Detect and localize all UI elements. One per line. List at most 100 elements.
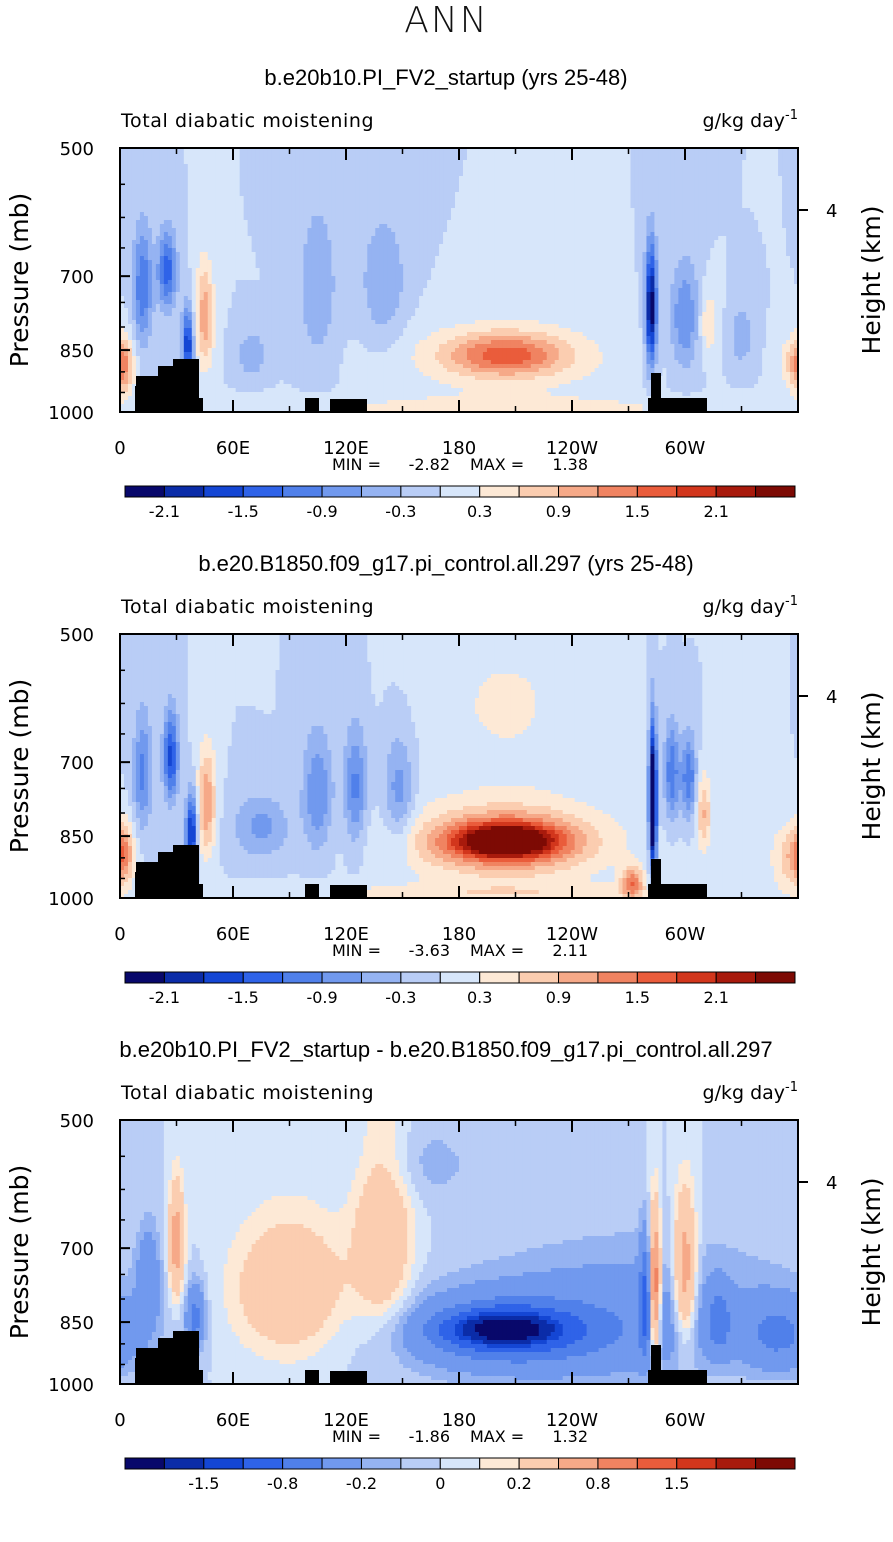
heatmap-cell	[762, 200, 767, 205]
heatmap-cell	[734, 156, 739, 161]
heatmap-cell	[419, 256, 424, 261]
heatmap-cell	[766, 244, 771, 249]
heatmap-cell	[427, 224, 432, 229]
heatmap-cell	[734, 212, 739, 217]
heatmap-cell	[179, 212, 185, 217]
heatmap-cell	[411, 168, 416, 173]
heatmap-cell	[207, 224, 213, 229]
heatmap-cell	[231, 200, 237, 205]
heatmap-cell	[343, 164, 348, 169]
heatmap-cell	[315, 220, 321, 225]
heatmap-cell	[167, 228, 173, 233]
heatmap-cell	[275, 256, 281, 261]
heatmap-cell	[147, 252, 153, 257]
heatmap-cell	[774, 240, 779, 245]
heatmap-cell	[678, 248, 683, 253]
heatmap-cell	[686, 248, 691, 253]
heatmap-cell	[375, 216, 380, 221]
heatmap-cell	[734, 168, 739, 173]
heatmap-cell	[255, 216, 261, 221]
heatmap-cell	[291, 176, 297, 181]
heatmap-cell	[399, 236, 404, 241]
heatmap-cell	[259, 188, 265, 193]
heatmap-cell	[574, 196, 580, 201]
heatmap-cell	[323, 184, 328, 189]
heatmap-cell	[690, 164, 695, 169]
heatmap-cell	[247, 264, 253, 269]
heatmap-cell	[646, 172, 652, 177]
heatmap-cell	[554, 260, 560, 265]
heatmap-cell	[175, 208, 181, 213]
heatmap-cell	[494, 248, 500, 253]
heatmap-cell	[263, 148, 269, 153]
heatmap-cell	[123, 152, 129, 157]
heatmap-cell	[770, 184, 775, 189]
heatmap-cell	[474, 248, 480, 253]
heatmap-cell	[762, 212, 767, 217]
heatmap-cell	[694, 256, 699, 261]
heatmap-cell	[758, 164, 763, 169]
heatmap-cell	[614, 208, 620, 213]
heatmap-cell	[215, 152, 221, 157]
heatmap-cell	[155, 188, 161, 193]
heatmap-cell	[734, 244, 739, 249]
heatmap-cell	[562, 192, 568, 197]
heatmap-cell	[774, 256, 779, 261]
heatmap-cell	[295, 156, 301, 161]
heatmap-cell	[459, 216, 464, 221]
heatmap-cell	[435, 200, 440, 205]
heatmap-cell	[355, 224, 360, 229]
heatmap-cell	[530, 164, 536, 169]
heatmap-cell	[602, 164, 608, 169]
heatmap-cell	[407, 236, 412, 241]
heatmap-cell	[666, 176, 671, 181]
heatmap-cell	[411, 188, 416, 193]
heatmap-cell	[259, 184, 265, 189]
heatmap-cell	[303, 256, 309, 261]
heatmap-cell	[167, 172, 173, 177]
heatmap-cell	[682, 172, 687, 177]
heatmap-cell	[295, 148, 301, 153]
heatmap-cell	[303, 168, 309, 173]
heatmap-cell	[706, 184, 711, 189]
heatmap-cell	[267, 196, 273, 201]
heatmap-cell	[407, 220, 412, 225]
heatmap-cell	[363, 152, 368, 157]
heatmap-cell	[702, 156, 707, 161]
heatmap-cell	[618, 212, 624, 217]
heatmap-cell	[307, 252, 313, 257]
heatmap-cell	[538, 256, 544, 261]
heatmap-cell	[758, 180, 763, 185]
heatmap-cell	[682, 164, 687, 169]
heatmap-cell	[295, 248, 301, 253]
heatmap-cell	[690, 148, 695, 153]
heatmap-cell	[131, 240, 137, 245]
heatmap-cell	[718, 196, 723, 201]
heatmap-cell	[275, 216, 281, 221]
heatmap-cell	[367, 176, 372, 181]
heatmap-cell	[686, 168, 691, 173]
heatmap-cell	[626, 248, 632, 253]
heatmap-cell	[470, 200, 476, 205]
heatmap-cell	[279, 192, 285, 197]
heatmap-cell	[135, 188, 141, 193]
heatmap-cell	[566, 176, 572, 181]
heatmap-cell	[510, 176, 516, 181]
heatmap-cell	[123, 168, 129, 173]
heatmap-cell	[347, 256, 352, 261]
heatmap-cell	[415, 232, 420, 237]
heatmap-cell	[506, 208, 512, 213]
heatmap-cell	[179, 244, 185, 249]
heatmap-cell	[702, 240, 707, 245]
heatmap-cell	[750, 232, 755, 237]
units-text: g/kg day	[703, 110, 786, 132]
heatmap-cell	[766, 216, 771, 221]
heatmap-cell	[486, 192, 492, 197]
heatmap-cell	[415, 180, 420, 185]
heatmap-cell	[630, 248, 636, 253]
heatmap-cell	[135, 196, 141, 201]
heatmap-cell	[147, 192, 153, 197]
heatmap-cell	[566, 232, 572, 237]
heatmap-cell	[662, 208, 667, 213]
heatmap-cell	[407, 160, 412, 165]
